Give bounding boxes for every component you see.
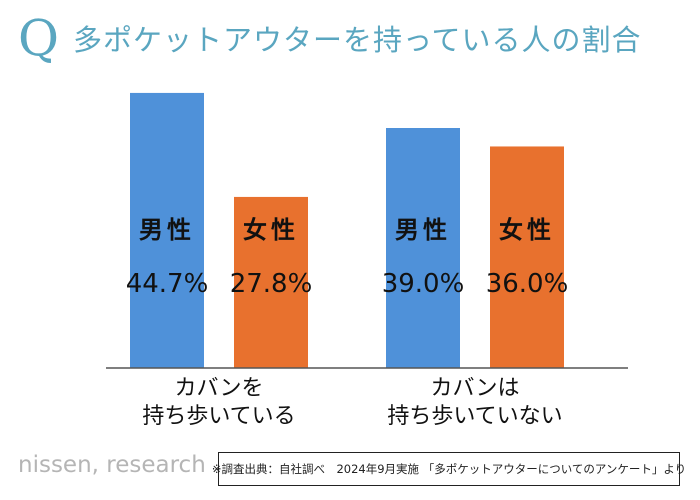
series-label-female: 女性	[243, 216, 299, 244]
series-label-female: 女性	[499, 216, 555, 244]
source-note: ※調査出典：自社調べ 2024年9月実施 「多ポケットアウターについてのアンケー…	[212, 452, 686, 486]
series-label-male: 男性	[139, 216, 195, 244]
category-label: カバンは	[430, 376, 519, 401]
data-label: 44.7%	[126, 269, 209, 299]
category-label: 持ち歩いていない	[387, 404, 562, 429]
data-label: 36.0%	[486, 269, 569, 299]
category-label: カバンを	[174, 376, 263, 401]
title-text: 多ポケットアウターを持っている人の割合	[73, 23, 642, 57]
category-label: 持ち歩いている	[142, 404, 295, 429]
bar-female-group-1	[234, 196, 308, 368]
chart-title: Q 多ポケットアウターを持っている人の割合	[18, 8, 642, 68]
bar-male-group-1	[130, 92, 204, 368]
brand-logo: nissen, research	[18, 452, 206, 478]
series-label-male: 男性	[395, 216, 451, 244]
question-mark: Q	[18, 9, 59, 67]
data-label: 39.0%	[382, 269, 465, 299]
data-label: 27.8%	[230, 269, 313, 299]
bar-female-group-2	[490, 146, 564, 368]
bar-male-group-2	[386, 128, 460, 368]
